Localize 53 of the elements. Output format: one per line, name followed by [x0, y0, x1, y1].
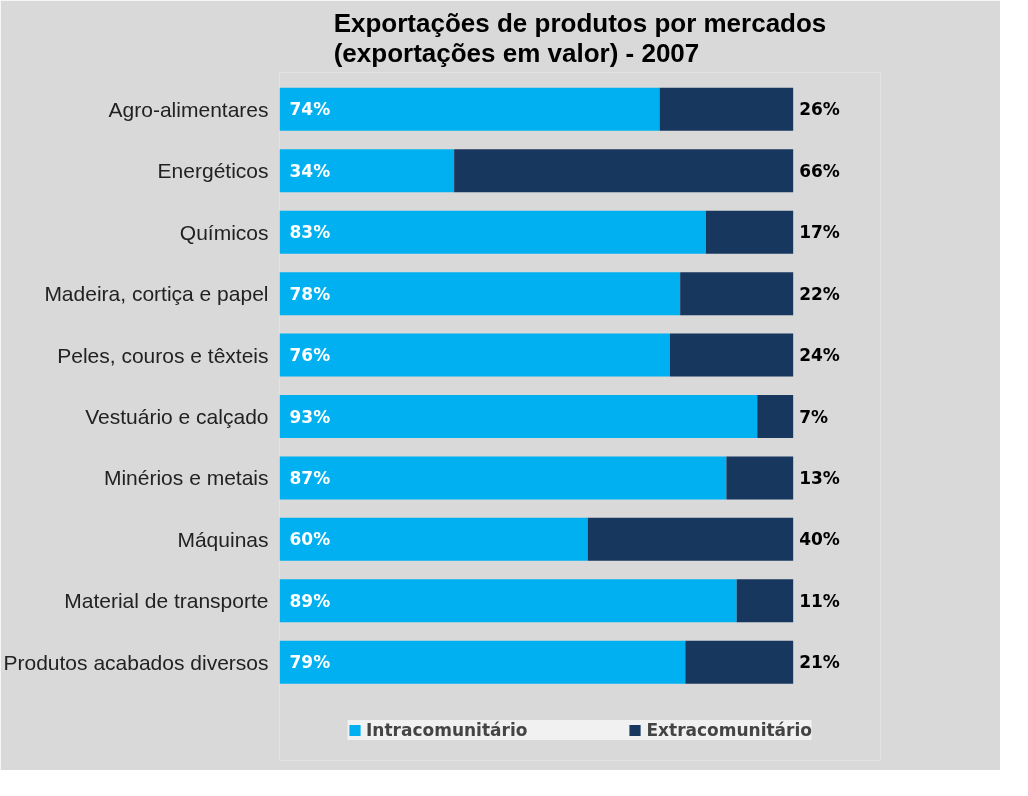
- bar: [705, 210, 794, 254]
- bar: [279, 517, 588, 561]
- data-label: 26%: [799, 99, 840, 120]
- y-tick-label: Vestuário e calçado: [85, 405, 269, 428]
- bar: [659, 87, 794, 131]
- bar: [279, 579, 737, 623]
- data-label: 11%: [799, 590, 840, 611]
- y-tick-label: Minérios e metais: [103, 466, 269, 490]
- data-label: 74%: [289, 99, 331, 120]
- chart-title: Exportações de produtos por mercados (exportações em valor) - 2007: [333, 7, 827, 68]
- bar: [757, 395, 794, 438]
- data-label: 17%: [799, 222, 840, 243]
- bar: [726, 456, 794, 500]
- bar: [279, 149, 455, 193]
- data-label: 13%: [799, 467, 840, 488]
- bar: [279, 210, 706, 254]
- legend-label: Intracomunitário: [366, 720, 528, 740]
- data-label: 22%: [799, 283, 840, 304]
- data-label: 34%: [289, 160, 331, 181]
- data-label: 21%: [799, 652, 840, 673]
- bar: [279, 333, 670, 377]
- bar: [279, 456, 727, 500]
- data-label: 87%: [289, 467, 331, 488]
- data-label: 83%: [289, 222, 331, 243]
- y-tick-label: Madeira, cortiça e papel: [44, 282, 269, 306]
- data-label: 40%: [799, 529, 840, 550]
- bar: [279, 395, 758, 438]
- bar: [279, 272, 681, 316]
- y-tick-label: Produtos acabados diversos: [3, 650, 269, 674]
- bar: [736, 579, 794, 623]
- bar: [680, 272, 794, 316]
- data-label: 79%: [289, 652, 331, 673]
- y-tick-label: Peles, couros e têxteis: [57, 343, 269, 367]
- bar: [587, 517, 794, 561]
- bar: [685, 640, 794, 684]
- data-label: 60%: [289, 529, 331, 550]
- data-label: 89%: [289, 590, 331, 611]
- data-label: 78%: [289, 283, 331, 304]
- bar: [279, 640, 686, 684]
- data-label: 66%: [799, 160, 840, 181]
- y-tick-label: Máquinas: [177, 527, 269, 551]
- data-label: 93%: [289, 406, 331, 427]
- data-label: 76%: [289, 345, 331, 366]
- legend-label: Extracomunitário: [646, 720, 812, 740]
- y-tick-label: Energéticos: [157, 159, 269, 183]
- bar: [454, 149, 794, 193]
- bar: [669, 333, 794, 377]
- data-label: 24%: [799, 345, 840, 366]
- y-tick-label: Agro-alimentares: [108, 97, 269, 121]
- bar: [279, 87, 660, 131]
- data-label: 7%: [799, 406, 829, 427]
- y-tick-label: Material de transporte: [64, 589, 269, 613]
- y-tick-label: Químicos: [179, 220, 269, 244]
